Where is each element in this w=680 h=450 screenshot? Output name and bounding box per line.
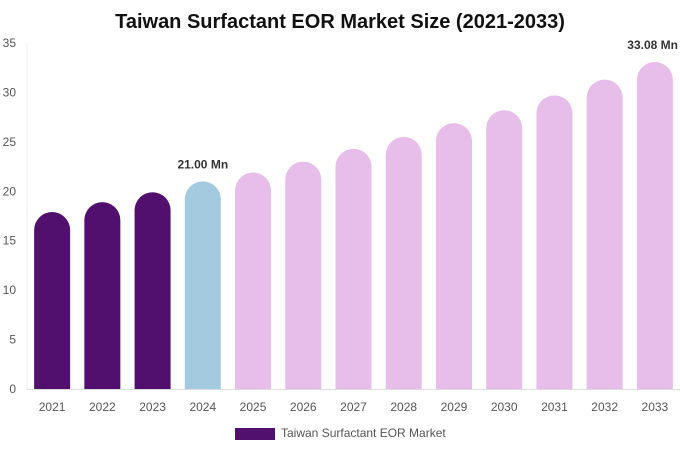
legend-label: Taiwan Surfactant EOR Market — [281, 426, 446, 440]
bar-2026 — [285, 161, 322, 389]
bar-2024 — [184, 181, 221, 389]
x-tick-label: 2021 — [39, 400, 66, 414]
x-tick-label: 2024 — [189, 400, 216, 414]
x-tick-label: 2032 — [591, 400, 618, 414]
data-label: 33.08 Mn — [627, 38, 678, 52]
bar-2027 — [335, 148, 372, 389]
bar-2032 — [586, 79, 623, 389]
y-tick-label: 25 — [3, 135, 17, 149]
bar-2029 — [435, 123, 472, 389]
bar-2023 — [134, 192, 171, 389]
legend-swatch — [235, 428, 275, 440]
bar-2031 — [536, 95, 573, 389]
bar-2022 — [84, 202, 121, 389]
bar-2021 — [34, 212, 71, 389]
bar-2025 — [235, 172, 272, 389]
x-tick-label: 2023 — [139, 400, 166, 414]
legend: Taiwan Surfactant EOR Market — [235, 426, 446, 440]
y-tick-label: 15 — [3, 234, 17, 248]
y-tick-label: 20 — [3, 184, 17, 198]
x-tick-label: 2027 — [340, 400, 367, 414]
x-tick-label: 2025 — [240, 400, 267, 414]
y-tick-label: 0 — [9, 382, 16, 396]
bars — [34, 61, 673, 390]
x-tick-label: 2030 — [491, 400, 518, 414]
x-tick-label: 2031 — [541, 400, 568, 414]
x-tick-label: 2022 — [89, 400, 116, 414]
x-tick-label: 2033 — [642, 400, 669, 414]
bar-2033 — [636, 61, 673, 390]
y-tick-label: 10 — [3, 283, 17, 297]
y-axis: 0 5 10 15 20 25 30 35 — [3, 36, 28, 396]
y-tick-label: 5 — [9, 333, 16, 347]
data-labels: 21.00 Mn 33.08 Mn — [177, 38, 678, 171]
bar-2028 — [385, 136, 422, 389]
bar-2030 — [486, 110, 523, 390]
x-tick-label: 2026 — [290, 400, 317, 414]
y-tick-label: 30 — [3, 85, 17, 99]
x-tick-label: 2028 — [390, 400, 417, 414]
chart-title: Taiwan Surfactant EOR Market Size (2021-… — [115, 11, 565, 33]
x-axis: 2021 2022 2023 2024 2025 2026 2027 2028 2029 2030… — [27, 389, 680, 414]
y-tick-label: 35 — [3, 36, 17, 50]
data-label: 21.00 Mn — [177, 157, 228, 171]
x-tick-label: 2029 — [441, 400, 468, 414]
